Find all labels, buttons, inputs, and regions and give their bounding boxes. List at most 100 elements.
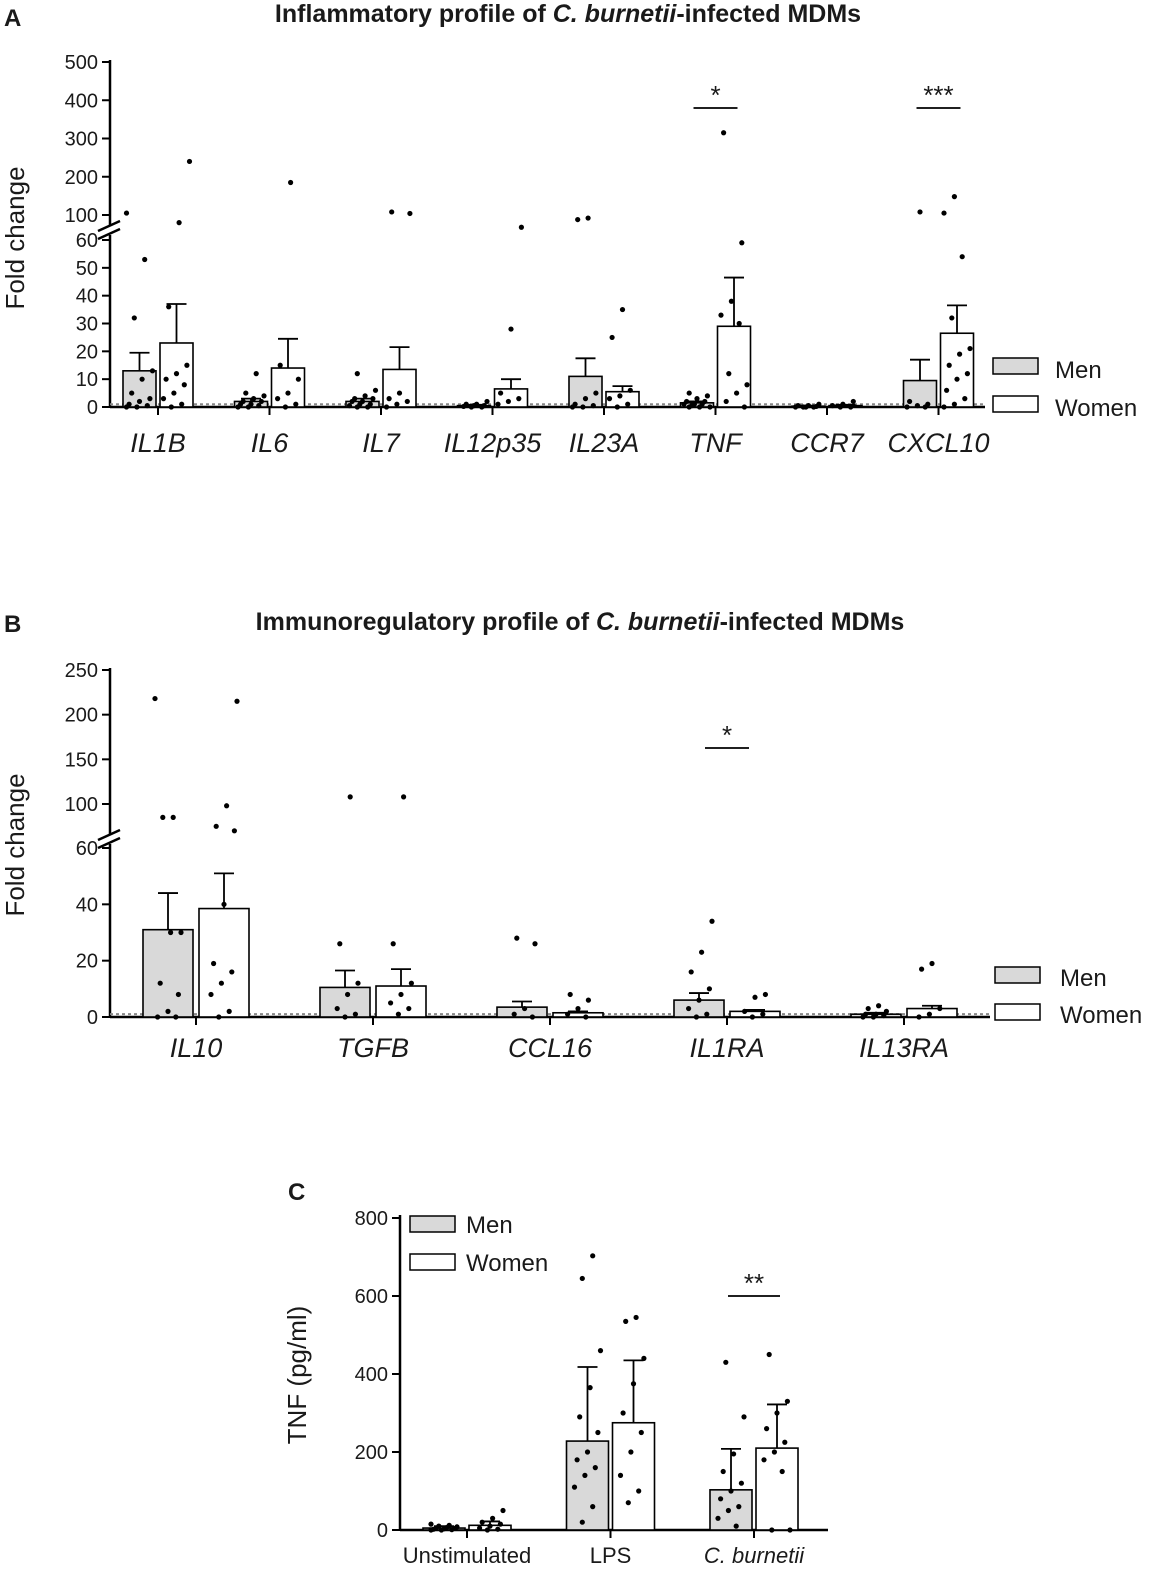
panel-a-data-point: [495, 401, 501, 407]
panel-a-data-point: [184, 362, 190, 368]
panel-a-data-point: [407, 210, 413, 217]
panel-c-data-point: [487, 1523, 493, 1529]
panel-c: C TNF (pg/ml) Men Women 0 200 400 600 800 Uns…: [282, 1179, 828, 1568]
panel-c-data-point: [592, 1465, 598, 1471]
panel-a-data-point: [256, 403, 262, 409]
panel-b-data-point: [229, 969, 235, 975]
panel-c-data-point: [761, 1457, 767, 1463]
panel-b-data-point: [178, 929, 184, 936]
panel-a-data-point: [136, 398, 143, 405]
panel-a-data-point: [967, 345, 973, 352]
panel-a-data-point: [179, 401, 185, 407]
panel-b-bar-men: [142, 928, 194, 1018]
panel-a-data-point: [728, 298, 735, 304]
panel-c-y-tick-label: 200: [355, 1442, 388, 1464]
panel-a-data-point: [744, 382, 750, 388]
panel-b-data-point: [532, 941, 538, 947]
panel-a-data-point: [123, 210, 130, 216]
panel-b-y-tick-label: 200: [65, 705, 98, 727]
panel-b-data-point: [762, 991, 769, 998]
panel-a-data-point: [850, 398, 856, 405]
panel-b-data-point: [926, 1011, 933, 1017]
panel-a-data-point: [293, 401, 299, 407]
panel-b-data-point: [347, 794, 353, 800]
panel-b-bar-men: [496, 1006, 548, 1018]
panel-c-data-point: [579, 1275, 585, 1282]
panel-b-data-point: [155, 1014, 161, 1020]
panel-a-y-tick-label: 50: [76, 258, 98, 280]
panel-c-bar-men: [709, 1489, 753, 1531]
panel-b-category-label: IL10: [170, 1033, 223, 1063]
panel-a-data-point: [365, 404, 371, 410]
panel-b-bar-women: [906, 1007, 958, 1018]
panel-b-data-point: [709, 918, 715, 924]
panel-b-bar-women: [375, 985, 427, 1018]
panel-c-data-point: [497, 1521, 503, 1527]
panel-c-category-label: C. burnetii: [704, 1543, 805, 1568]
panel-b-data-point: [398, 991, 404, 998]
panel-a-data-point: [922, 404, 928, 410]
panel-a-data-point: [951, 401, 958, 407]
panel-c-data-point: [623, 1318, 629, 1324]
panel-a-data-point: [944, 387, 950, 393]
panel-a-data-point: [186, 158, 193, 165]
panel-a-data-point: [718, 312, 724, 318]
panel-b-data-point: [211, 960, 217, 967]
panel-a-data-point: [951, 194, 958, 200]
panel-a-data-point: [461, 403, 467, 410]
panel-b-data-point: [575, 1005, 581, 1012]
panel-a-data-point: [800, 404, 806, 410]
panel-c-data-point: [725, 1507, 732, 1514]
panel-a-data-point: [295, 376, 301, 382]
panel-b-data-point: [514, 935, 520, 941]
panel-c-data-point: [428, 1521, 434, 1527]
panel-b-data-point: [152, 695, 158, 702]
panel-a-data-point: [362, 393, 368, 399]
panel-a-data-point: [681, 401, 687, 407]
panel-b-data-point: [173, 1014, 179, 1020]
panel-b-data-point: [567, 991, 573, 998]
legend-swatch-women: [992, 395, 1039, 413]
panel-b-data-point: [511, 1011, 517, 1017]
panel-c-letter: C: [288, 1179, 305, 1206]
panel-a-data-point: [606, 396, 613, 402]
panel-c-significance-label: **: [744, 1268, 764, 1298]
panel-a-data-point: [163, 376, 169, 382]
panel-a-y-tick-label: 0: [87, 397, 98, 419]
panel-a-data-point: [516, 396, 522, 402]
panel-c-y-axis-label: TNF (pg/ml): [282, 1306, 312, 1445]
panel-a-data-point: [792, 404, 799, 410]
panel-c-data-point: [571, 1484, 578, 1490]
panel-a-y-tick-label: 300: [65, 129, 98, 151]
panel-c-data-point: [771, 1449, 778, 1455]
panel-a-data-point: [625, 401, 631, 407]
panel-a-axis-break-mark: [97, 219, 121, 233]
legend-swatch-men: [409, 1215, 456, 1233]
panel-b-y-tick-label: 150: [65, 749, 98, 771]
panel-c-data-point: [718, 1496, 724, 1502]
panel-b-category-label: IL1RA: [689, 1033, 764, 1063]
panel-c-data-point: [723, 1359, 729, 1365]
panel-a-category-label: CCR7: [790, 428, 864, 458]
panel-a-data-point: [593, 390, 599, 396]
panel-a-data-point: [235, 404, 241, 410]
panel-a-data-point: [275, 396, 281, 402]
panel-a-data-point: [686, 390, 692, 396]
panel-b-data-point: [170, 814, 176, 821]
panel-a-data-point: [129, 390, 135, 396]
panel-a-data-point: [726, 371, 732, 377]
panel-b-axis-break-mark: [97, 836, 121, 850]
panel-c-y-tick-label: 400: [355, 1364, 388, 1386]
panel-a-data-point: [168, 404, 174, 410]
panel-a-data-point: [964, 371, 971, 377]
panel-c-y-tick-label: 600: [355, 1286, 388, 1308]
panel-b-data-point: [216, 1014, 222, 1020]
panel-a-data-point: [149, 368, 156, 374]
panel-b-data-point: [870, 1014, 877, 1020]
panel-a-data-point: [282, 404, 288, 410]
panel-c-data-point: [428, 1527, 434, 1533]
panel-a-data-point: [258, 398, 264, 405]
panel-b-bar-women: [729, 1010, 781, 1018]
panel-b-data-point: [226, 1008, 232, 1014]
panel-b-y-tick-label: 0: [87, 1007, 98, 1029]
